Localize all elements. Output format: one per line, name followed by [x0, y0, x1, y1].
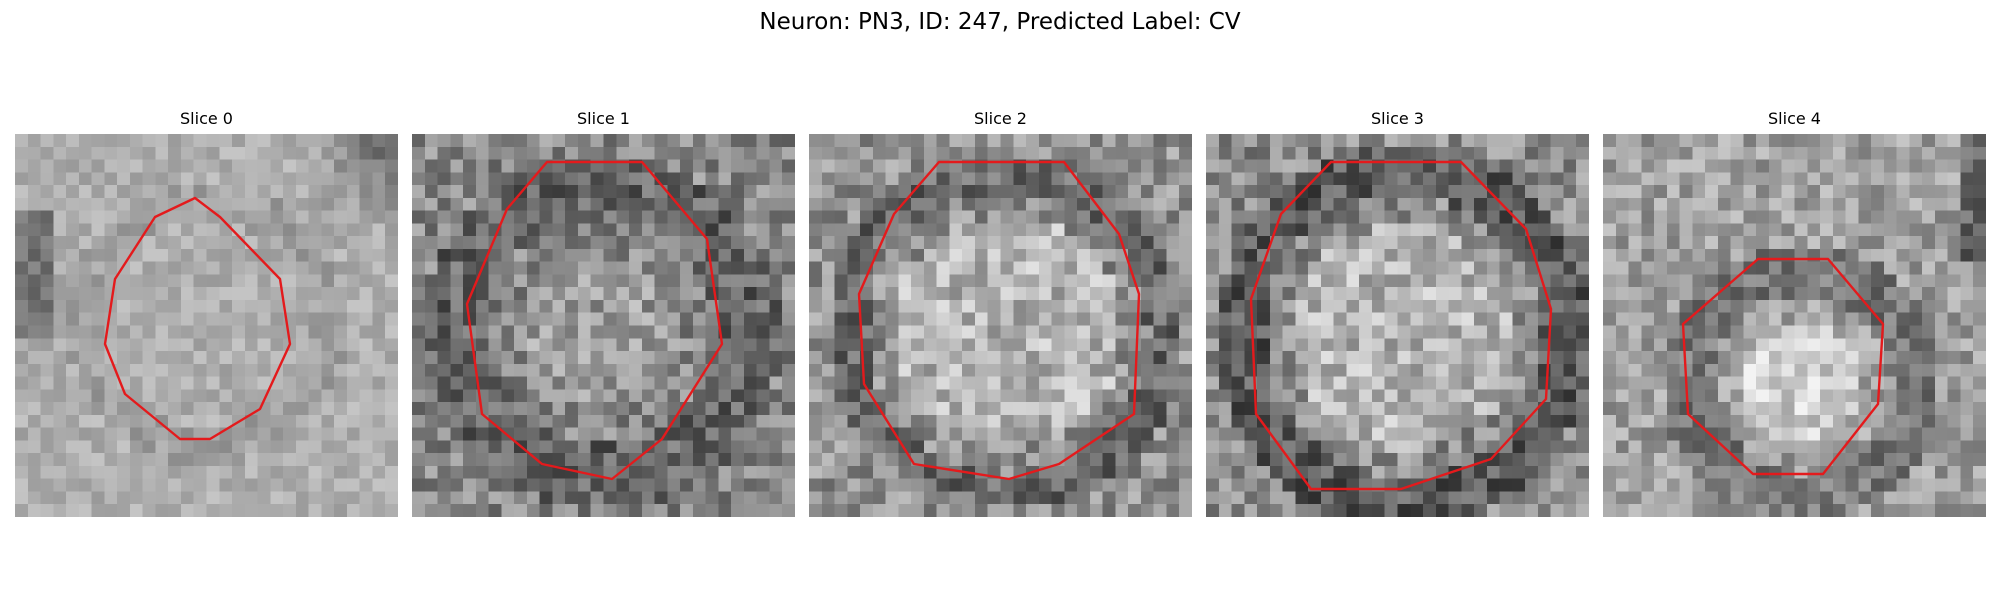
slice-panel-4: Slice 4 [1603, 108, 1986, 517]
slice-title-1: Slice 1 [577, 109, 630, 128]
slice-title-0: Slice 0 [180, 109, 233, 128]
slice-image-3 [1206, 134, 1589, 517]
slice-image-1 [412, 134, 795, 517]
slice-grayscale-image-2 [809, 134, 1192, 517]
contour-outline-0 [103, 196, 292, 441]
slice-grayscale-image-0 [15, 134, 398, 517]
slice-image-4 [1603, 134, 1986, 517]
segmentation-contour-1 [465, 160, 724, 481]
slice-grayscale-image-3 [1206, 134, 1589, 517]
figure-title: Neuron: PN3, ID: 247, Predicted Label: C… [759, 9, 1241, 35]
slice-panel-2: Slice 2 [809, 108, 1192, 517]
segmentation-contour-2 [857, 160, 1141, 481]
slice-panel-3: Slice 3 [1206, 108, 1589, 517]
contour-outline-3 [1249, 160, 1553, 491]
contour-outline-2 [857, 160, 1141, 481]
slice-panel-1: Slice 1 [412, 108, 795, 517]
slice-image-0 [15, 134, 398, 517]
slice-panel-0: Slice 0 [15, 108, 398, 517]
segmentation-contour-3 [1249, 160, 1553, 491]
contour-outline-1 [465, 160, 724, 481]
slice-grayscale-image-4 [1603, 134, 1986, 517]
slice-image-2 [809, 134, 1192, 517]
slice-title-2: Slice 2 [974, 109, 1027, 128]
slice-grayscale-image-1 [412, 134, 795, 517]
segmentation-contour-0 [103, 196, 292, 441]
slice-title-3: Slice 3 [1371, 109, 1424, 128]
slice-title-4: Slice 4 [1768, 109, 1821, 128]
contour-outline-4 [1681, 257, 1885, 476]
segmentation-contour-4 [1681, 257, 1885, 476]
